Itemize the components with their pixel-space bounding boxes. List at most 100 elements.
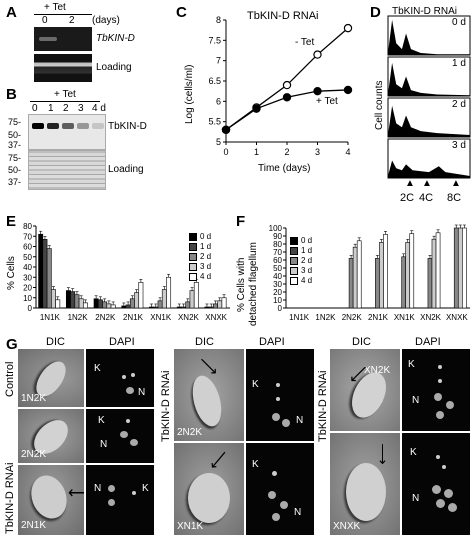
panel-g-k5: K [252,459,259,470]
chartE-legend-swatch [189,262,197,271]
panel-c-point [313,86,322,96]
panel-b-band [47,123,59,129]
chartE-xtick-label: XNXK [205,313,227,322]
panel-g-dic-xn1k: XN1K ⟶ [174,443,244,535]
panel-c-ytick-label: 6.5 [208,76,221,86]
chartF-bar [383,234,388,309]
panel-b-mw-50b: 50- [8,165,22,175]
panel-g-n4: N [296,415,304,426]
chartE-xtick-label: 1N2K [68,313,89,322]
panel-d-marker-4c: 4C [419,192,434,204]
chartE-legend-swatch [189,272,197,281]
chartF-ytick-label: 90 [273,232,282,241]
panel-d-day-3: 3 d [452,140,466,151]
panel-c-point [282,80,292,90]
chartF-bar [453,227,459,309]
panel-g-dapi-xn2k: K N [402,349,470,431]
panel-g-n3: N [94,483,102,494]
panel-a-treatment: + Tet [44,2,66,13]
panel-b-kin-label: TbKIN-D [108,121,147,132]
chartE-legend-swatch [189,242,197,251]
panel-g-k3: K [142,483,149,494]
chartF-bar [379,242,384,309]
chartF-bar [352,246,358,309]
chartF-ytick-label: 30 [273,280,282,289]
panel-d-marker-2c: 2C [400,192,415,204]
panel-b-lane-0: 0 [32,103,38,114]
panel-c-point [343,85,353,95]
panel-d-day-2: 2 d [452,99,466,110]
chartF-bar [427,258,433,309]
panel-g-label-xnxk: XNXK [333,521,361,532]
panel-g-n6: N [412,395,420,406]
panel-g-k1: K [94,363,101,374]
chartF-bar [401,256,407,309]
chartF-legend-label: 3 d [301,266,313,275]
panel-c-letter: C [176,4,187,21]
panel-c-ytick-label: 5.5 [208,117,221,127]
chartF-ytick-label: 10 [273,296,282,305]
panel-b-band [77,123,89,129]
chartE-legend-label: 2 d [200,252,212,261]
panel-d-frame [387,15,471,56]
chartF-legend-swatch [290,266,298,275]
panel-c-ytick-label: 5 [216,137,221,147]
panel-g-label-1n2k: 1N2K [21,393,47,404]
chartE-ytick-label: 20 [23,284,32,293]
panel-c-point [252,104,261,113]
chartE-xtick-label: XN2K [178,313,200,322]
chartE-ytick-label: 50 [23,253,32,262]
chartE-xtick-label: 2N2K [95,313,116,322]
chartF-ytick-label: 50 [273,264,282,273]
panel-c-xtick-label: 1 [254,147,259,157]
panel-d-marker-4c-arrow: ▲ [422,178,432,189]
panel-g-dapi-xn1k: K N [246,443,314,535]
chartF-ytick-label: 20 [273,288,282,297]
panel-b-letter: B [6,86,17,103]
chartF-xtick-label: 1N1K [289,313,310,322]
panel-g-n7: N [412,493,420,504]
panel-g-header-dic-2: DIC [195,336,214,348]
chartF-xtick-label: XNXK [446,313,468,322]
panel-g-side-rnai-3: TbKIN-D RNAi [317,370,329,442]
panel-d-histogram [388,105,470,137]
panel-b-blot-kin [28,114,106,150]
panel-b-loading-label: Loading [108,164,144,175]
chartE-legend-label: 0 d [200,232,212,241]
panel-b-band [62,123,74,129]
panel-g-dapi-2n1k: K N [86,465,154,535]
chartF-legend-swatch [290,236,298,245]
chartF-legend-item: 3 d [290,266,328,276]
chartF-legend-swatch [290,246,298,255]
panel-d-day-0: 0 d [452,17,466,28]
chartF-ytick-label: 80 [273,240,282,249]
panel-g-k2: K [98,415,105,426]
chartF-bar [375,258,380,309]
panel-b-band [92,123,104,129]
panel-g-side-rnai-1: TbKIN-D RNAi [4,462,16,534]
chartE-legend-item: 1 d [189,242,227,252]
panel-d-histogram [388,62,470,96]
panel-d-letter: D [370,4,381,21]
panel-d-title: TbKIN-D RNAi [392,6,458,17]
panel-g-dic-2n1k: 2N1K ⟵ [18,465,84,535]
panel-b-blot-loading [28,150,106,190]
chartE-legend-item: 4 d [189,272,227,282]
chartE-legend-label: 3 d [200,262,212,271]
panel-g-label-xn2k: XN2K [364,365,391,376]
chartE-ytick-label: 40 [23,263,32,272]
chartF-legend-item: 4 d [290,276,328,286]
panel-b-mw-75b: 75- [8,153,22,163]
chartF-xtick-label: 2N2K [342,313,363,322]
chartF-legend-swatch [290,256,298,265]
panel-b-mw-37b: 37- [8,177,22,187]
chartE-legend-item: 0 d [189,232,227,242]
panel-g-header-dapi-3: DAPI [415,336,441,348]
panel-g-n5: N [294,507,302,518]
panel-g-header-dapi-2: DAPI [259,336,285,348]
chartF-xtick-label: 1N2K [315,313,336,322]
panel-g-header-dapi-1: DAPI [109,336,135,348]
